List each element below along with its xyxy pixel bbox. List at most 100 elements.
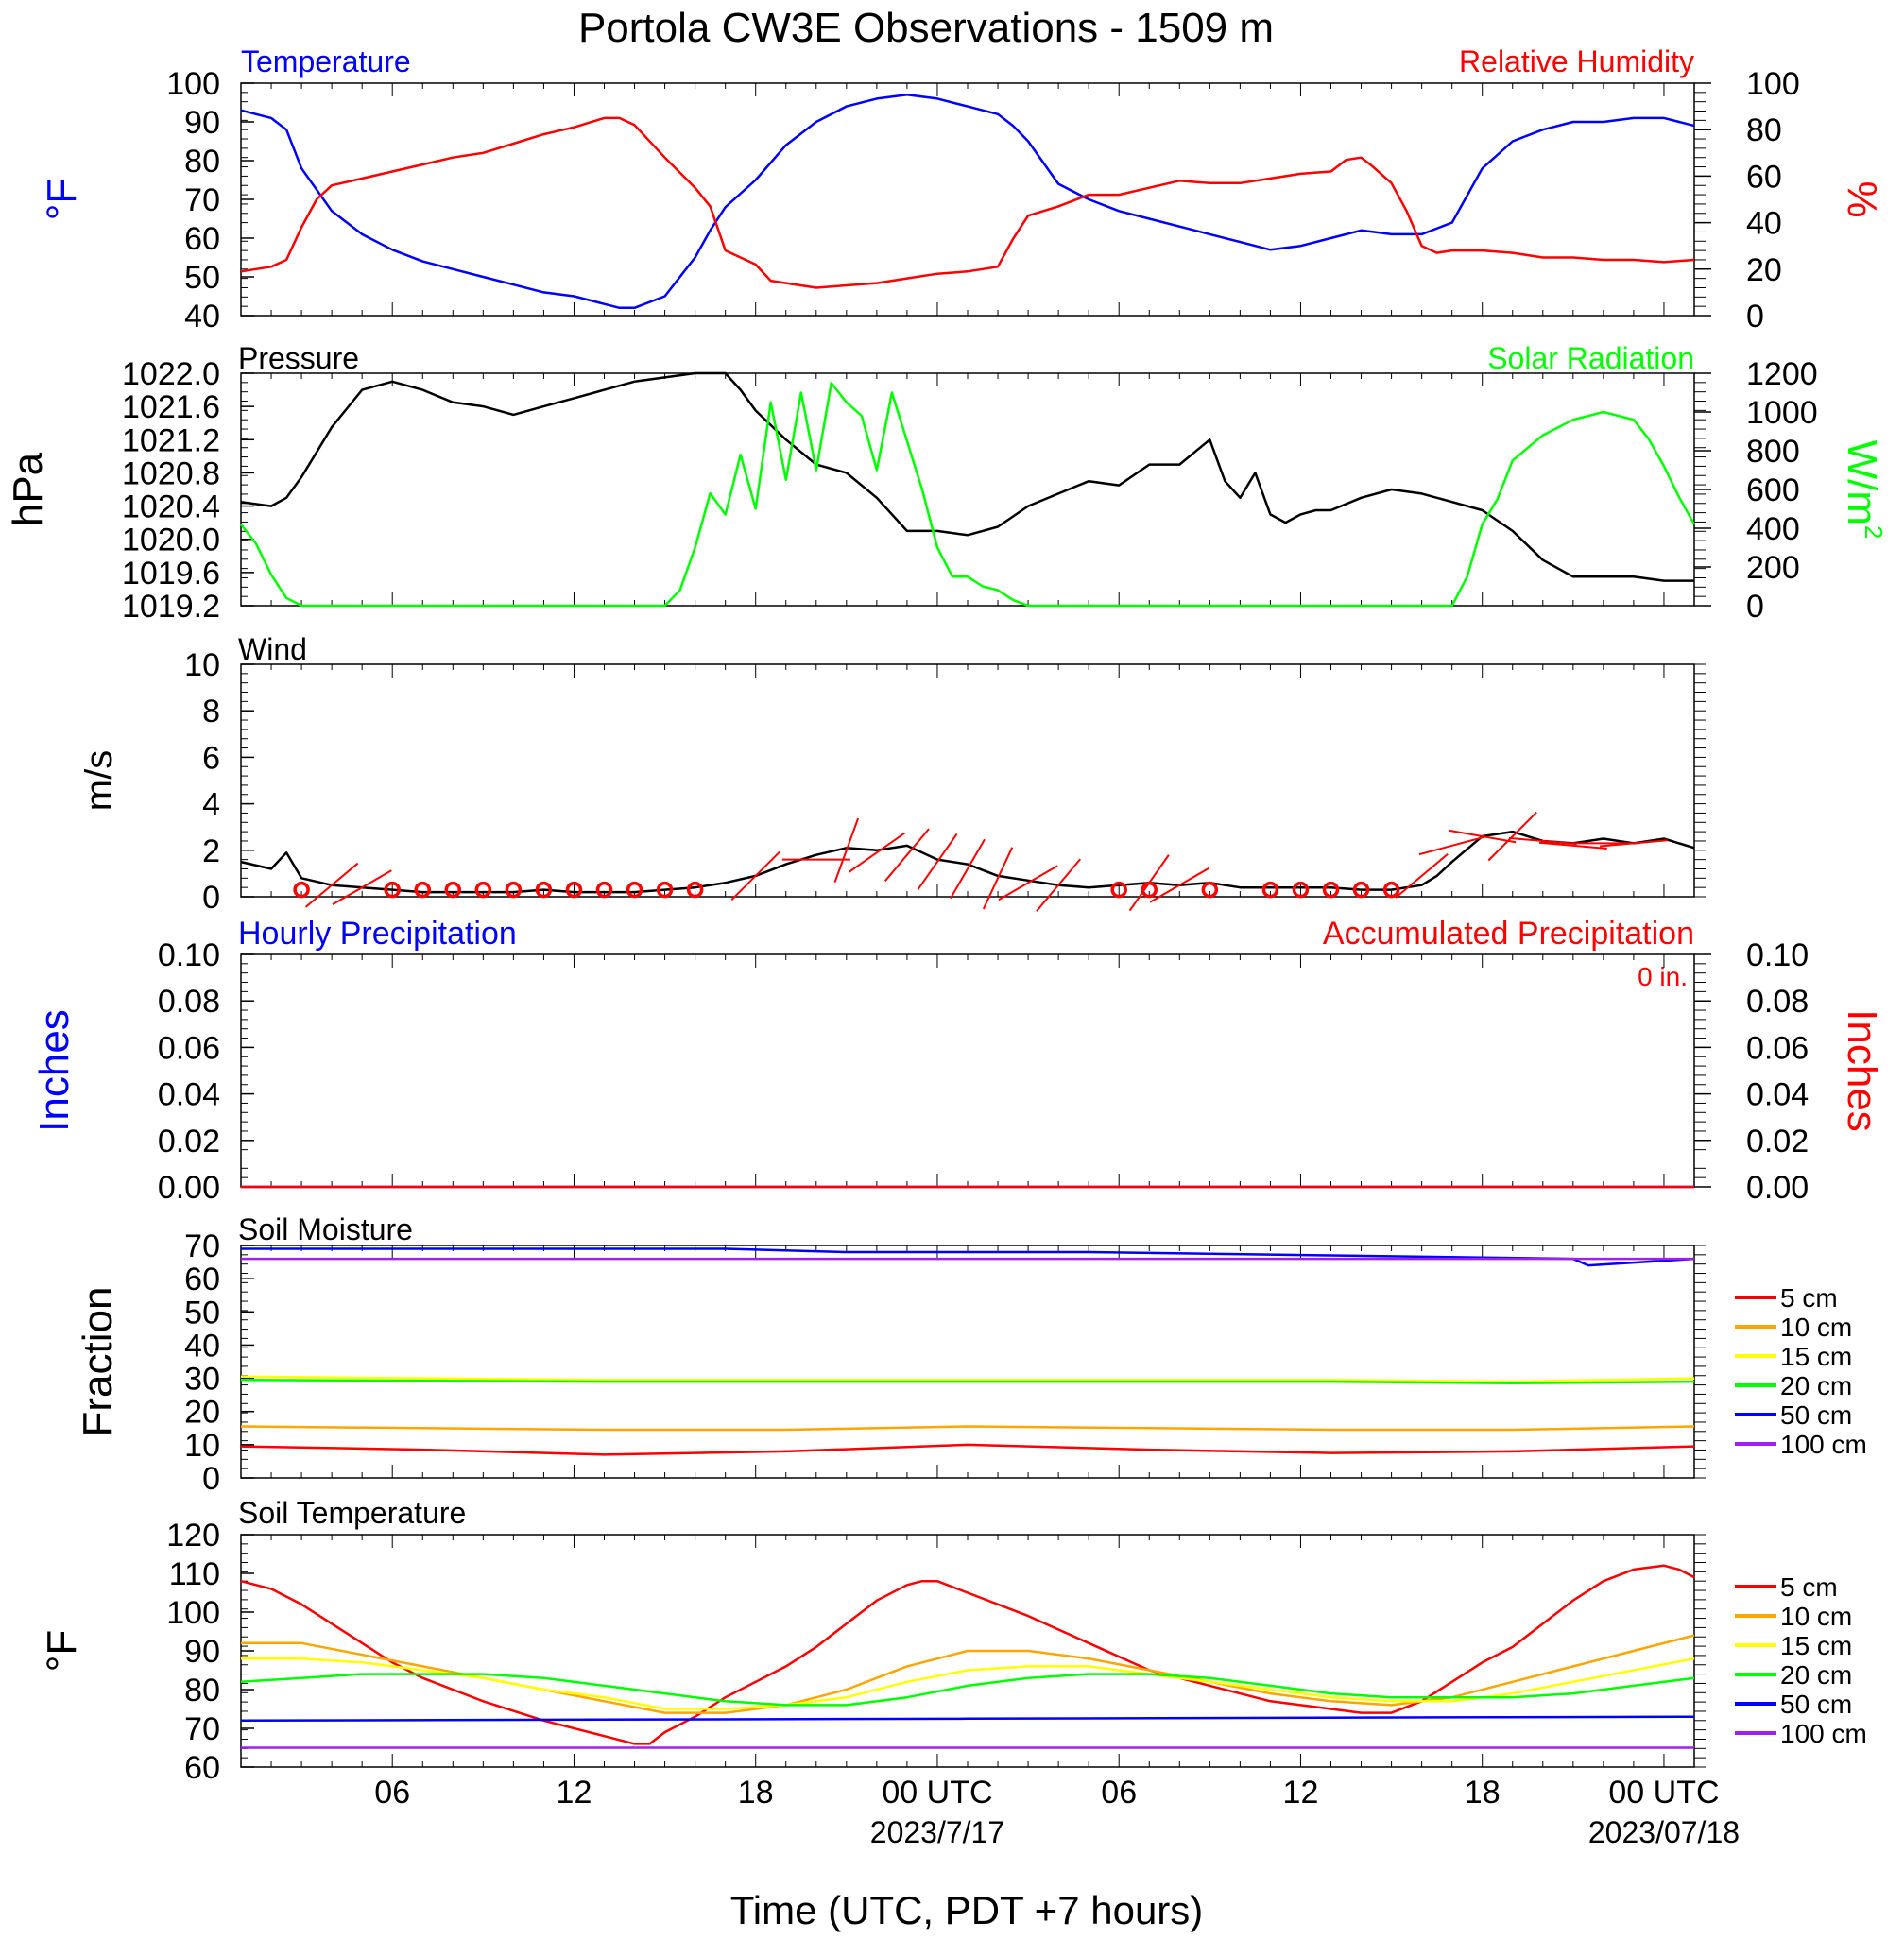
series-line-relative-humidity <box>240 116 1695 289</box>
y-tick-label-left: 0.10 <box>158 937 220 973</box>
temperature-axis-label: °F <box>39 179 85 220</box>
y-tick-label-left: 80 <box>184 1673 220 1708</box>
y-tick-label-right: 0.10 <box>1746 937 1809 973</box>
y-tick-label-left: 60 <box>184 221 220 257</box>
x-axis-labels: 06 12 18 00 UTC 06 12 18 00 UTC 2023/7/17 2023/07… <box>374 1775 1740 1849</box>
y-tick-label-left: 0.02 <box>158 1124 220 1159</box>
x-axis-title: Time (UTC, PDT +7 hours) <box>730 1888 1204 1932</box>
y-tick-label-left: 6 <box>202 740 220 776</box>
x-tick-label: 12 <box>557 1775 592 1811</box>
y-tick-label-right: 40 <box>1746 206 1782 242</box>
y-tick-label-right: 400 <box>1746 511 1800 547</box>
y-tick-label-left: 0 <box>202 1461 220 1497</box>
hourly-precip-axis-label: Inches <box>31 1009 77 1132</box>
wind-axis-label: m/s <box>78 750 120 811</box>
y-tick-label-left: 40 <box>184 299 220 335</box>
calm-wind-marker <box>384 881 401 899</box>
calm-wind-marker <box>444 881 462 899</box>
y-tick-label-right: 0.00 <box>1746 1170 1809 1206</box>
legend-label: 15 cm <box>1780 1631 1852 1660</box>
accum-precip-total: 0 in. <box>1638 962 1688 991</box>
calm-wind-marker <box>1110 881 1127 899</box>
legend-label: 5 cm <box>1780 1572 1838 1602</box>
temp-rh-frame <box>240 82 1695 317</box>
soil-moisture-axis-label: Fraction <box>75 1287 121 1437</box>
series-line-5-cm <box>240 1564 1695 1745</box>
x-tick-label: 06 <box>1101 1775 1137 1811</box>
hourly-precip-title: Hourly Precipitation <box>238 916 517 952</box>
wind-barb <box>1599 839 1668 848</box>
y-tick-label-right: 800 <box>1746 434 1800 470</box>
y-tick-label-right: 0.06 <box>1746 1030 1809 1066</box>
wind-barb <box>1487 811 1537 862</box>
y-tick-label-left: 10 <box>184 647 220 683</box>
series-line-solar-radiation <box>240 382 1696 608</box>
calm-wind-marker <box>505 881 523 899</box>
calm-wind-marker <box>474 881 492 899</box>
wind-barb <box>1538 841 1607 850</box>
soil-temp-lines <box>240 1564 1695 1749</box>
y-tick-label-left: 0.06 <box>158 1030 220 1066</box>
y-tick-label-left: 90 <box>184 105 220 141</box>
y-tick-label-left: 60 <box>184 1750 220 1786</box>
wind-barb <box>833 817 860 883</box>
humidity-title: Relative Humidity <box>1459 44 1694 78</box>
series-line-20-cm <box>240 1673 1695 1707</box>
wind-title: Wind <box>238 632 307 666</box>
solar-axis-unit: W/m <box>1839 440 1885 525</box>
series-line-15-cm <box>240 1375 1695 1383</box>
calm-wind-marker <box>293 881 310 899</box>
y-tick-label-right: 0 <box>1746 299 1764 335</box>
y-tick-label-left: 100 <box>166 1595 220 1631</box>
y-tick-label-left: 0.08 <box>158 984 220 1020</box>
y-tick-label-left: 0.00 <box>158 1170 220 1206</box>
x-tick-label: 18 <box>738 1775 774 1811</box>
calm-wind-marker <box>656 881 674 899</box>
pressure-solar-panel: Pressure Solar Radiation hPa W/m2 1019.2… <box>5 341 1888 625</box>
y-tick-label-left: 1022.0 <box>122 356 220 392</box>
y-tick-label-left: 30 <box>184 1362 220 1398</box>
pressure-solar-lines <box>240 371 1696 608</box>
series-line-50-cm <box>240 1715 1695 1723</box>
y-tick-label-left: 100 <box>166 66 220 102</box>
precip-panel: Hourly Precipitation Accumulated Precipi… <box>31 916 1885 1206</box>
y-tick-label-right: 0.08 <box>1746 984 1809 1020</box>
wind-frame <box>240 663 1695 898</box>
y-tick-label-left: 70 <box>184 182 220 218</box>
legend-label: 50 cm <box>1780 1400 1852 1430</box>
temp-rh-panel: Temperature Relative Humidity °F % 40506… <box>39 44 1885 335</box>
calm-wind-marker <box>565 881 583 899</box>
y-tick-label-right: 1000 <box>1746 395 1818 431</box>
legend-label: 100 cm <box>1780 1430 1867 1459</box>
y-tick-label-right: 200 <box>1746 550 1800 586</box>
legend-label: 5 cm <box>1780 1283 1838 1313</box>
calm-wind-marker <box>1322 881 1340 899</box>
y-tick-label-left: 1019.2 <box>122 589 220 625</box>
series-line-20-cm <box>240 1379 1695 1385</box>
x-date-label: 2023/07/18 <box>1588 1815 1740 1849</box>
y-tick-label-right: 20 <box>1746 252 1782 288</box>
legend-label: 10 cm <box>1780 1313 1852 1342</box>
solar-axis-superscript: 2 <box>1860 525 1888 539</box>
wind-barbs <box>293 811 1668 912</box>
wind-barb <box>332 869 392 906</box>
y-tick-label-right: 0.04 <box>1746 1077 1809 1113</box>
pressure-solar-frame <box>240 372 1695 607</box>
legend-label: 10 cm <box>1780 1602 1852 1631</box>
calm-wind-marker <box>1292 881 1310 899</box>
y-tick-label-left: 120 <box>166 1518 220 1554</box>
wind-ticks: 0 2 4 6 8 10 <box>184 647 1706 916</box>
calm-wind-marker <box>1382 881 1400 899</box>
calm-wind-marker <box>595 881 613 899</box>
legend-label: 20 cm <box>1780 1660 1852 1690</box>
y-tick-label-right: 0.02 <box>1746 1124 1809 1159</box>
y-tick-label-left: 50 <box>184 1295 220 1331</box>
page-title: Portola CW3E Observations - 1509 m <box>578 5 1274 51</box>
wind-lines <box>240 830 1695 894</box>
y-tick-label-left: 90 <box>184 1634 220 1670</box>
y-tick-label-left: 60 <box>184 1262 220 1297</box>
